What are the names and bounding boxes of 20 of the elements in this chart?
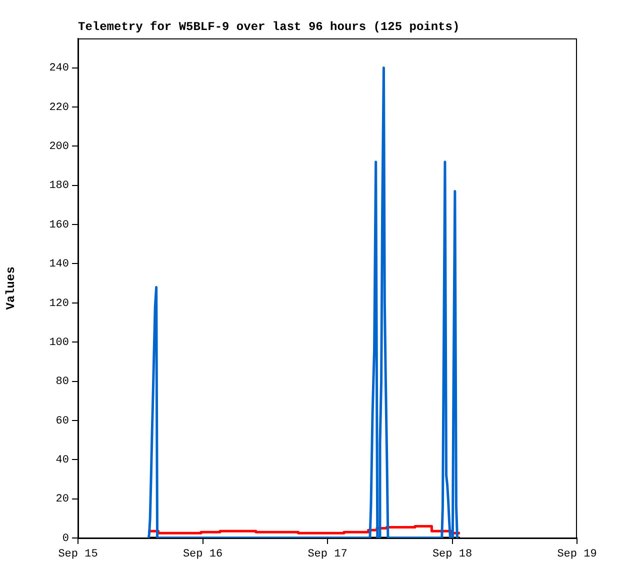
y-tick-label: 220 bbox=[49, 102, 69, 114]
y-tick-label: 40 bbox=[56, 454, 69, 467]
y-tick-label: 180 bbox=[49, 180, 69, 192]
y-tick-label: 60 bbox=[56, 415, 69, 428]
y-tick-label: 20 bbox=[56, 494, 69, 506]
y-tick-label: 0 bbox=[62, 532, 69, 545]
y-tick-label: 200 bbox=[49, 141, 69, 154]
x-tick-label: Sep 19 bbox=[557, 548, 597, 561]
chart-title: Telemetry for W5BLF-9 over last 96 hours (125 points) bbox=[78, 20, 460, 34]
y-tick-label: 80 bbox=[56, 376, 69, 388]
y-tick-label: 140 bbox=[49, 258, 69, 271]
x-tick-label: Sep 16 bbox=[182, 548, 223, 561]
x-tick-label: Sep 18 bbox=[432, 548, 472, 561]
y-axis-title: Values bbox=[4, 266, 18, 310]
x-tick-label: Sep 15 bbox=[58, 548, 98, 561]
x-tick-label: Sep 17 bbox=[308, 548, 348, 561]
y-tick-label: 160 bbox=[49, 219, 69, 232]
y-tick-label: 240 bbox=[49, 62, 69, 75]
y-tick-label: 120 bbox=[49, 298, 69, 310]
y-tick-label: 100 bbox=[49, 336, 69, 349]
